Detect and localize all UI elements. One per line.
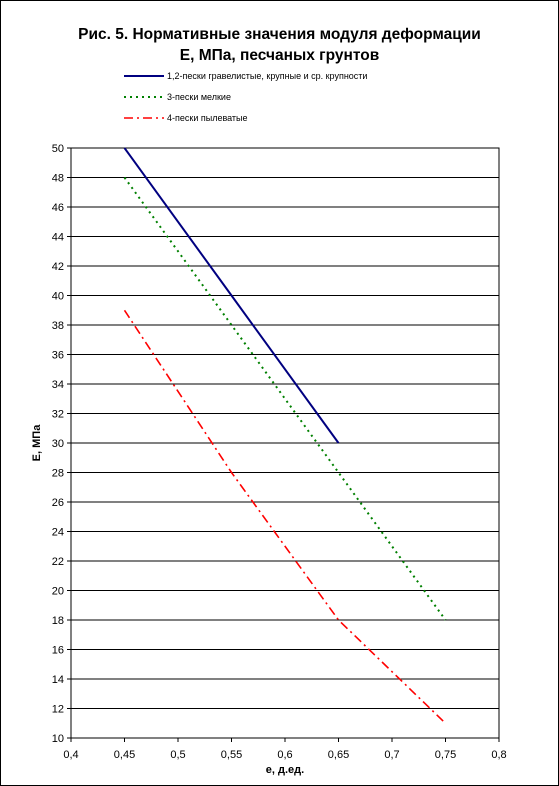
x-tick-label: 0,65 <box>328 749 349 761</box>
series-line-3 <box>123 309 447 724</box>
series-line-2 <box>123 176 447 621</box>
y-tick-label: 16 <box>52 645 64 657</box>
y-tick-label: 30 <box>52 438 64 450</box>
y-tick-label: 46 <box>52 202 64 214</box>
x-tick-label: 0,5 <box>170 749 185 761</box>
y-tick-label: 10 <box>52 733 64 745</box>
x-tick-label: 0,75 <box>435 749 456 761</box>
y-tick-label: 40 <box>52 291 64 303</box>
legend-label-2: 3-пески мелкие <box>167 92 231 102</box>
y-tick-label: 18 <box>52 615 64 627</box>
x-tick-label: 0,7 <box>384 749 399 761</box>
x-tick-label: 0,4 <box>63 749 78 761</box>
y-tick-label: 22 <box>52 556 64 568</box>
x-tick-label: 0,8 <box>491 749 506 761</box>
y-tick-label: 44 <box>52 232 64 244</box>
y-tick-label: 12 <box>52 704 64 716</box>
x-axis-label: e, д.ед. <box>266 764 304 776</box>
grid <box>71 147 499 739</box>
y-tick-label: 36 <box>52 350 64 362</box>
y-tick-label: 28 <box>52 468 64 480</box>
legend: 1,2-пески гравелистые, крупные и ср. кру… <box>124 71 367 123</box>
x-tick-label: 0,45 <box>114 749 135 761</box>
y-tick-label: 34 <box>52 379 64 391</box>
y-tick-label: 26 <box>52 497 64 509</box>
y-tick-label: 50 <box>52 143 64 155</box>
y-axis-label: Е, МПа <box>31 424 43 462</box>
y-tick-label: 42 <box>52 261 64 273</box>
y-tick-label: 20 <box>52 586 64 598</box>
legend-label-1: 1,2-пески гравелистые, крупные и ср. кру… <box>167 71 367 81</box>
plot-area <box>70 147 500 739</box>
y-tick-label: 14 <box>52 674 64 686</box>
y-tick-label: 24 <box>52 527 64 539</box>
x-tick-label: 0,6 <box>277 749 292 761</box>
series-line-1 <box>123 147 340 444</box>
y-tick-label: 38 <box>52 320 64 332</box>
y-tick-label: 48 <box>52 173 64 185</box>
tick-labels: 10 12 14 16 18 20 22 24 26 28 30 32 34 36 38 40 42 44 46 48… <box>52 143 507 761</box>
axes <box>67 147 500 742</box>
chart-subtitle: Е, МПа, песчаных грунтов <box>179 47 380 64</box>
y-tick-label: 32 <box>52 409 64 421</box>
chart-title: Рис. 5. Нормативные значения модуля дефо… <box>78 26 481 43</box>
legend-label-3: 4-пески пылеватые <box>167 113 248 123</box>
series-lines <box>123 147 447 724</box>
x-tick-label: 0,55 <box>221 749 242 761</box>
